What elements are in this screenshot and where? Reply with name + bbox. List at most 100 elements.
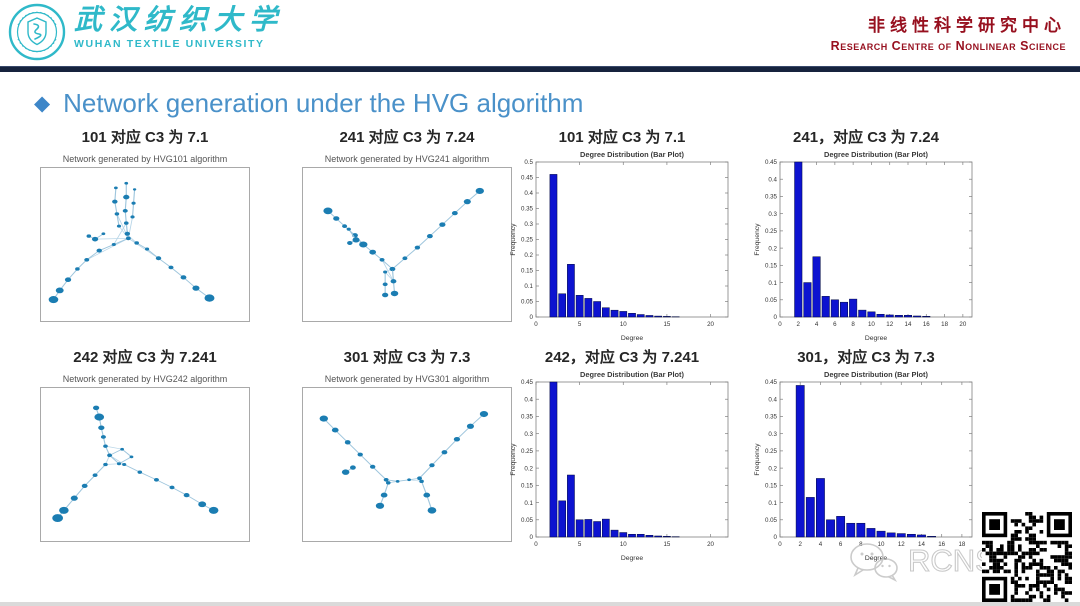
svg-text:20: 20 — [707, 321, 714, 328]
svg-text:0.45: 0.45 — [521, 175, 534, 182]
centre-name-cn: 非线性科学研究中心 — [868, 16, 1066, 35]
svg-text:0.15: 0.15 — [521, 483, 534, 490]
svg-text:2: 2 — [798, 541, 802, 548]
svg-text:0.35: 0.35 — [521, 414, 534, 421]
degree-distribution-chart-242: Degree Distribution (Bar Plot) 0 0.05 0.1 0.… — [510, 370, 729, 562]
svg-text:0.3: 0.3 — [768, 431, 777, 438]
svg-text:0.2: 0.2 — [768, 465, 777, 472]
centre-name-en: Research Centre of Nonlinear Science — [830, 39, 1066, 53]
degree-distribution-chart-241: Degree Distribution (Bar Plot) 0 0.05 0.1 0.… — [754, 150, 973, 342]
caption-chart-301: 301，对应 C3 为 7.3 — [797, 349, 935, 366]
svg-text:0.05: 0.05 — [765, 517, 778, 524]
svg-text:5: 5 — [578, 541, 582, 548]
caption-network-242: 242 对应 C3 为 7.241 — [73, 349, 217, 366]
svg-text:0.4: 0.4 — [524, 396, 533, 403]
caption-network-241: 241 对应 C3 为 7.24 — [339, 129, 475, 146]
title-row: ◆ Network generation under the HVG algor… — [34, 88, 583, 119]
svg-text:0.2: 0.2 — [524, 465, 533, 472]
svg-text:0.45: 0.45 — [521, 379, 534, 386]
svg-text:Frequency: Frequency — [754, 443, 761, 476]
svg-text:0.15: 0.15 — [521, 268, 534, 275]
svg-text:0: 0 — [530, 534, 534, 541]
svg-text:0.25: 0.25 — [765, 228, 778, 235]
svg-text:0.45: 0.45 — [765, 159, 778, 166]
svg-text:8: 8 — [851, 321, 855, 328]
svg-text:5: 5 — [578, 321, 582, 328]
svg-text:14: 14 — [905, 321, 912, 328]
svg-text:0.1: 0.1 — [768, 500, 777, 507]
svg-text:0.4: 0.4 — [768, 396, 777, 403]
svg-text:0.45: 0.45 — [765, 379, 778, 386]
svg-text:14: 14 — [918, 541, 925, 548]
svg-text:2: 2 — [797, 321, 801, 328]
header-divider — [0, 66, 1080, 72]
university-logo — [8, 3, 66, 61]
svg-text:0.15: 0.15 — [765, 483, 778, 490]
svg-text:0.35: 0.35 — [765, 414, 778, 421]
svg-text:0.3: 0.3 — [768, 211, 777, 218]
caption-chart-241: 241，对应 C3 为 7.24 — [793, 129, 939, 146]
svg-text:18: 18 — [958, 541, 965, 548]
svg-text:0.05: 0.05 — [521, 517, 534, 524]
svg-text:0.25: 0.25 — [521, 448, 534, 455]
svg-text:Degree Distribution (Bar Plot): Degree Distribution (Bar Plot) — [580, 370, 684, 379]
svg-text:0.2: 0.2 — [524, 252, 533, 259]
qr-code — [982, 512, 1072, 602]
svg-text:Frequency: Frequency — [510, 443, 517, 476]
svg-text:0: 0 — [534, 321, 538, 328]
svg-text:0.1: 0.1 — [524, 500, 533, 507]
svg-text:10: 10 — [620, 321, 627, 328]
svg-text:Degree Distribution (Bar Plot): Degree Distribution (Bar Plot) — [824, 150, 928, 159]
svg-text:Degree Distribution (Bar Plot): Degree Distribution (Bar Plot) — [824, 370, 928, 379]
caption-chart-101: 101 对应 C3 为 7.1 — [558, 129, 686, 146]
svg-text:10: 10 — [878, 541, 885, 548]
svg-text:0: 0 — [530, 314, 534, 321]
svg-text:Degree: Degree — [865, 335, 888, 342]
svg-text:0.35: 0.35 — [521, 206, 534, 213]
network-plot-title-241: Network generated by HVG241 algorithm — [324, 154, 490, 164]
wechat-icon — [850, 543, 898, 582]
svg-text:0: 0 — [774, 534, 778, 541]
svg-text:0.3: 0.3 — [524, 431, 533, 438]
svg-text:20: 20 — [959, 321, 966, 328]
svg-text:Degree: Degree — [621, 555, 644, 562]
svg-text:0.05: 0.05 — [765, 297, 778, 304]
svg-text:0.15: 0.15 — [765, 263, 778, 270]
network-plot-242 — [40, 387, 250, 542]
caption-network-101: 101 对应 C3 为 7.1 — [81, 129, 209, 146]
degree-distribution-chart-101: Degree Distribution (Bar Plot) 0 0.05 0.1 0.… — [510, 150, 729, 342]
svg-text:0: 0 — [774, 314, 778, 321]
bottom-edge-strip — [0, 602, 1080, 606]
svg-text:0.5: 0.5 — [524, 159, 533, 166]
centre-name-block: 非线性科学研究中心 Research Centre of Nonlinear S… — [831, 11, 1066, 53]
svg-text:0.25: 0.25 — [765, 448, 778, 455]
university-name-en: WUHAN TEXTILE UNIVERSITY — [74, 38, 265, 50]
network-plot-title-242: Network generated by HVG242 algorithm — [62, 374, 228, 384]
caption-network-301: 301 对应 C3 为 7.3 — [343, 349, 471, 366]
svg-text:0.4: 0.4 — [768, 176, 777, 183]
university-name-cn: 武汉纺织大学 — [74, 5, 285, 36]
svg-text:Degree: Degree — [865, 555, 888, 562]
svg-text:Frequency: Frequency — [510, 223, 517, 256]
university-name-block: 武汉纺织大学 WUHAN TEXTILE UNIVERSITY — [74, 5, 285, 51]
svg-text:6: 6 — [839, 541, 843, 548]
svg-text:0.25: 0.25 — [521, 237, 534, 244]
network-plot-241 — [302, 167, 512, 322]
network-plot-301 — [302, 387, 512, 542]
page-title: Network generation under the HVG algorit… — [63, 88, 584, 118]
network-plot-title-301: Network generated by HVG301 algorithm — [324, 374, 490, 384]
svg-text:0.35: 0.35 — [765, 194, 778, 201]
caption-chart-242: 242，对应 C3 为 7.241 — [544, 349, 700, 366]
svg-text:15: 15 — [663, 541, 670, 548]
svg-text:12: 12 — [886, 321, 893, 328]
svg-text:0: 0 — [534, 541, 538, 548]
header: 武汉纺织大学 WUHAN TEXTILE UNIVERSITY 非线性科学研究中… — [0, 0, 1080, 66]
svg-text:Degree: Degree — [621, 335, 644, 342]
svg-text:16: 16 — [923, 321, 930, 328]
svg-text:0.1: 0.1 — [524, 283, 533, 290]
svg-text:0.4: 0.4 — [524, 190, 533, 197]
svg-text:12: 12 — [898, 541, 905, 548]
svg-text:0.3: 0.3 — [524, 221, 533, 228]
svg-text:0: 0 — [778, 541, 782, 548]
